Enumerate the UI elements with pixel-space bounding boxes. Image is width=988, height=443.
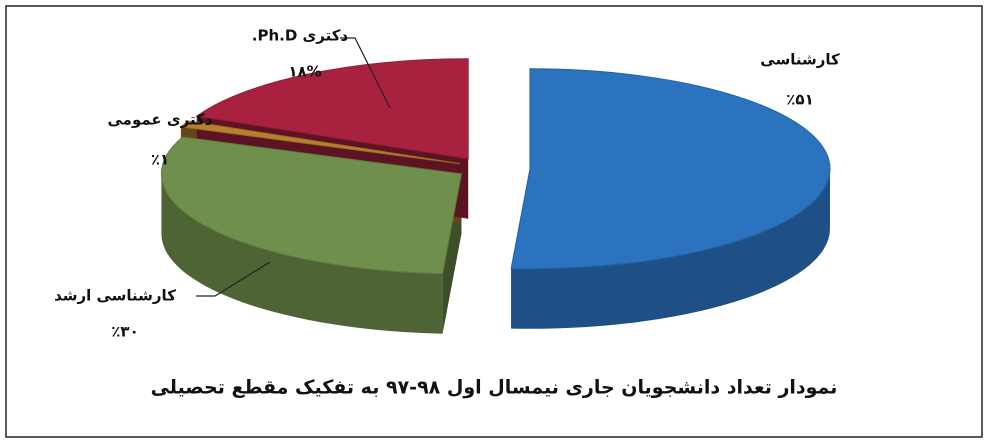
slice-value-label: ۱۸% bbox=[288, 63, 321, 81]
slice bbox=[179, 120, 460, 165]
slice-category-label: دکتری Ph.D. bbox=[252, 27, 349, 45]
slice bbox=[160, 136, 463, 275]
pie bbox=[160, 58, 831, 334]
slice bbox=[195, 58, 469, 160]
slice-category-label: کارشناسی bbox=[760, 51, 840, 69]
slice-side bbox=[161, 173, 443, 334]
slice-value-label: ٪۱ bbox=[151, 151, 169, 169]
leader-line bbox=[196, 261, 271, 297]
leader-line bbox=[340, 37, 391, 109]
slice-category-label: کارشناسی ارشد bbox=[54, 287, 176, 305]
slice-value-label: ٪۵۱ bbox=[786, 91, 813, 109]
chart-title: نمودار تعداد دانشجویان جاری نیمسال اول ۹… bbox=[151, 377, 838, 399]
frame bbox=[5, 5, 983, 438]
slice bbox=[510, 68, 831, 270]
slice-category-label: دکتری عمومی bbox=[107, 111, 212, 129]
slice-side bbox=[511, 168, 830, 329]
slice-value-label: ٪۳۰ bbox=[111, 323, 138, 341]
